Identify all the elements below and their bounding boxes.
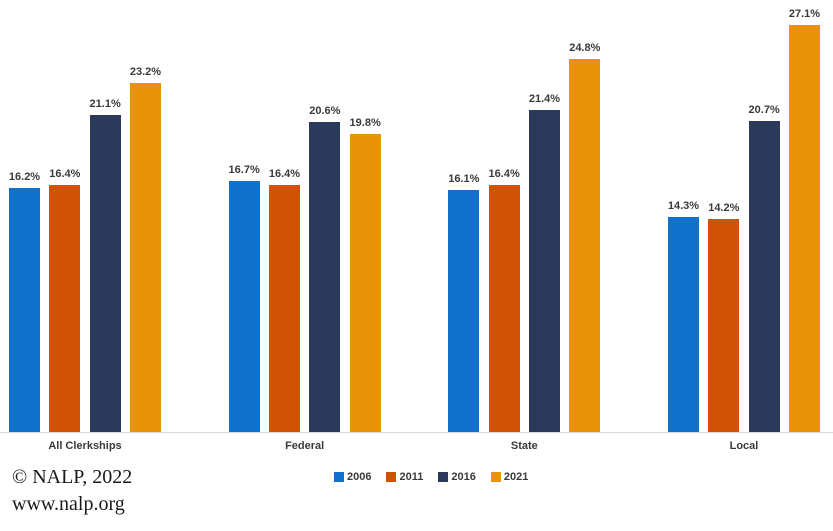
bar-2006-state: 16.1% bbox=[448, 173, 479, 432]
x-axis-label: All Clerkships bbox=[48, 440, 122, 452]
bar-2006-local: 14.3% bbox=[668, 200, 699, 432]
bar-2021-local: 27.1% bbox=[789, 8, 820, 432]
bar-2016-local: 20.7% bbox=[749, 104, 780, 432]
bar-group-all-clerkships: 16.2% 16.4% 21.1% 23.2% bbox=[9, 66, 161, 432]
footer: © NALP, 2022 www.nalp.org bbox=[12, 464, 132, 518]
x-axis-label: Federal bbox=[285, 440, 325, 452]
bar-2021-federal: 19.8% bbox=[350, 117, 381, 432]
bar-group-local: 14.3% 14.2% 20.7% 27.1% bbox=[668, 8, 820, 432]
bar-2016-all-clerkships: 21.1% bbox=[90, 98, 121, 432]
bar-2016-federal: 20.6% bbox=[309, 105, 340, 432]
bar-value-label: 20.7% bbox=[748, 103, 780, 116]
legend-swatch-icon bbox=[438, 472, 449, 482]
bar-2016-state: 21.4% bbox=[529, 93, 560, 432]
bar-2006-federal: 16.7% bbox=[229, 164, 260, 432]
bar-group-federal: 16.7% 16.4% 20.6% 19.8% bbox=[229, 105, 381, 432]
website-text: www.nalp.org bbox=[12, 493, 125, 515]
bar-value-label: 19.8% bbox=[349, 117, 381, 130]
legend-swatch-icon bbox=[334, 472, 344, 482]
bar-value-label: 21.4% bbox=[528, 93, 561, 106]
bar-value-label: 23.2% bbox=[129, 66, 162, 79]
bar-value-label: 16.1% bbox=[448, 172, 480, 185]
legend-item-2011: 2011 bbox=[386, 471, 423, 483]
bar-value-label: 16.2% bbox=[8, 171, 41, 184]
legend-item-2021: 2021 bbox=[490, 471, 529, 483]
bar-value-label: 16.4% bbox=[49, 168, 81, 181]
bar-2011-state: 16.4% bbox=[489, 168, 520, 432]
bar-2011-federal: 16.4% bbox=[269, 168, 300, 432]
legend-label: 2006 bbox=[347, 471, 372, 483]
bar-value-label: 20.6% bbox=[309, 105, 341, 118]
legend-label: 2011 bbox=[399, 471, 424, 483]
bar-2006-all-clerkships: 16.2% bbox=[9, 171, 40, 432]
bar-value-label: 21.1% bbox=[89, 97, 121, 110]
legend-item-2016: 2016 bbox=[438, 471, 476, 483]
bar-value-label: 14.3% bbox=[667, 200, 700, 212]
legend-item-2006: 2006 bbox=[334, 471, 371, 483]
bar-value-label: 16.7% bbox=[228, 163, 260, 176]
bar-value-label: 16.4% bbox=[268, 168, 301, 181]
x-axis-label: State bbox=[510, 440, 538, 452]
x-axis-label: Local bbox=[729, 440, 759, 452]
bar-value-label: 24.8% bbox=[569, 42, 601, 55]
plot-area: 16.2% 16.4% 21.1% 23.2% 16.7% 16.4% 20.6% 19.8%… bbox=[0, 8, 833, 433]
bar-2021-all-clerkships: 23.2% bbox=[130, 66, 161, 432]
legend: 2006 2011 2016 2021 bbox=[334, 471, 528, 483]
bar-group-state: 16.1% 16.4% 21.4% 24.8% bbox=[448, 42, 600, 432]
legend-swatch-icon bbox=[386, 472, 397, 482]
bar-2011-all-clerkships: 16.4% bbox=[49, 168, 80, 432]
copyright-text: © NALP, 2022 bbox=[12, 466, 133, 488]
legend-label: 2021 bbox=[503, 471, 529, 483]
legend-swatch-icon bbox=[490, 472, 501, 482]
legend-label: 2016 bbox=[451, 471, 476, 483]
bar-2011-local: 14.2% bbox=[708, 202, 739, 432]
bar-value-label: 14.2% bbox=[708, 201, 740, 214]
bar-value-label: 16.4% bbox=[488, 168, 520, 181]
bar-2021-state: 24.8% bbox=[569, 42, 600, 432]
bar-value-label: 27.1% bbox=[788, 7, 821, 20]
bar-groups: 16.2% 16.4% 21.1% 23.2% 16.7% 16.4% 20.6% 19.8%… bbox=[9, 8, 820, 432]
x-axis-labels: All Clerkships Federal State Local bbox=[9, 440, 820, 452]
